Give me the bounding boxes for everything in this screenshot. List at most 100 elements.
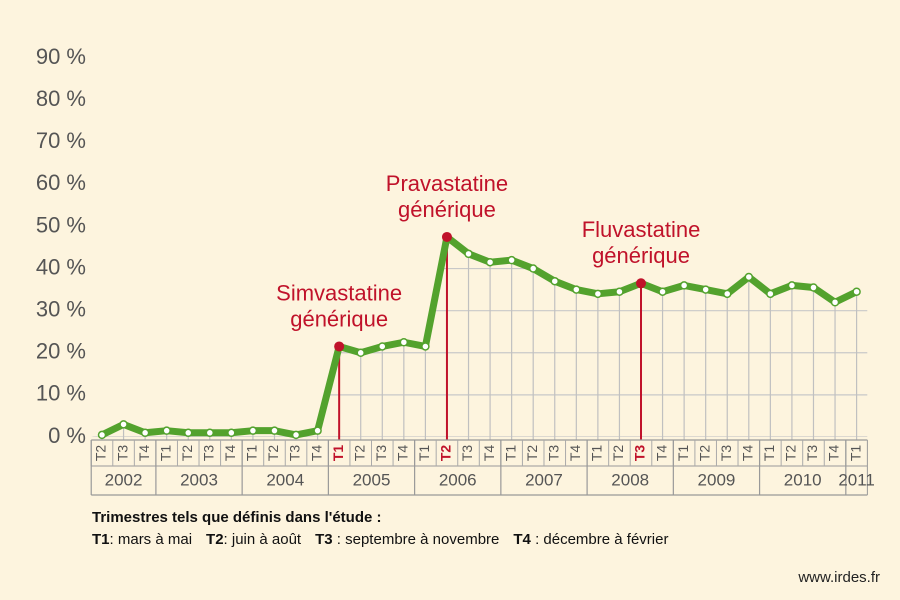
x-tick-label: T1 (330, 445, 346, 462)
point (679, 281, 689, 290)
x-tick-label: T2 (93, 445, 109, 462)
y-tick-label: 10 % (36, 381, 86, 406)
x-tick-label: T1 (502, 445, 518, 462)
notes-title: Trimestres tels que définis dans l'étude… (92, 509, 381, 526)
note-text: : septembre à novembre (333, 531, 500, 548)
y-tick-label: 80 % (36, 86, 86, 111)
y-tick-label: 0 % (48, 423, 86, 448)
point (421, 342, 430, 351)
point (744, 272, 754, 282)
x-tick-label: T4 (222, 445, 238, 462)
y-tick-label: 40 % (36, 254, 86, 279)
line (100, 233, 859, 439)
note-text: : juin à août (224, 531, 302, 548)
x-tick-label: T4 (395, 445, 411, 462)
point (766, 289, 775, 299)
point (356, 348, 365, 358)
note-text: : mars à mai (110, 531, 193, 548)
point (399, 338, 409, 347)
y-tick-label: 30 % (36, 296, 86, 321)
annotation: générique (592, 243, 690, 268)
point (378, 342, 387, 351)
x-tick-label: T1 (157, 445, 173, 462)
year-label: 2004 (266, 470, 304, 489)
x-tick-label: T2 (351, 445, 367, 462)
x-tick-label: T2 (179, 445, 195, 462)
point (313, 426, 322, 435)
point (852, 287, 861, 296)
point (183, 428, 193, 438)
x-tick-label: T4 (308, 445, 324, 462)
x-tick-label: T3 (545, 445, 561, 462)
y-tick-label: 70 % (36, 128, 86, 153)
point (701, 285, 710, 294)
highlight-point (334, 341, 345, 352)
highlight-point (636, 278, 646, 289)
y-tick-label: 90 % (36, 44, 86, 69)
note-key: T4 (513, 531, 531, 548)
year-label: 2009 (698, 470, 736, 489)
x-tick-label: T4 (481, 445, 497, 462)
note-key: T2 (206, 531, 224, 548)
highlight-point (441, 231, 452, 242)
x-tick-label: T3 (804, 445, 820, 462)
x-tick-label: T4 (136, 445, 152, 462)
annotation: générique (398, 197, 496, 222)
annotation: Simvastatine (276, 280, 402, 305)
x-tick-label: T1 (244, 445, 260, 462)
point (507, 255, 516, 265)
point (722, 289, 732, 299)
x-tick-label: T3 (718, 445, 734, 462)
x-tick-label: T2 (783, 445, 799, 462)
point (162, 426, 171, 435)
source: www.irdes.fr (797, 569, 880, 586)
point (248, 426, 258, 435)
x-tick-label: T2 (438, 445, 454, 462)
year-label: 2007 (525, 470, 563, 489)
note-key: T3 (315, 531, 333, 548)
notes-items: T1: mars à mai T2: juin à août T3 : septem… (92, 531, 668, 548)
annotation: générique (290, 306, 388, 331)
point (485, 257, 495, 267)
x-tick-label: T2 (696, 445, 712, 462)
x-tick-label: T2 (265, 445, 281, 462)
y-tick-label: 50 % (36, 212, 86, 237)
year-label: 2002 (105, 470, 143, 489)
point (119, 420, 128, 429)
point (291, 430, 301, 440)
x-tick-label: T3 (459, 445, 475, 462)
x-tick-label: T1 (416, 445, 432, 462)
x-tick-label: T4 (826, 445, 842, 462)
point (528, 264, 538, 273)
y-tick-label: 60 % (36, 170, 86, 195)
year-label: 2010 (784, 470, 822, 489)
point (227, 428, 236, 438)
point (270, 426, 279, 435)
x-tick-label: T3 (373, 445, 389, 462)
x-tick-label: T2 (524, 445, 540, 462)
x-tick-label: T3 (201, 445, 217, 462)
point (464, 249, 473, 259)
x-tick-label: T1 (675, 445, 691, 462)
year-label: 2011 (838, 470, 875, 489)
point (572, 285, 581, 294)
x-tick-label: T3 (287, 445, 303, 462)
x-tick-label: T3 (114, 445, 130, 462)
annotation: Fluvastatine (582, 217, 701, 242)
point (658, 287, 667, 296)
year-label: 2006 (439, 470, 477, 489)
x-tick-label: T4 (653, 445, 669, 462)
x-tick-label: T4 (567, 445, 583, 462)
x-tick-label: T3 (632, 445, 648, 462)
x-tick-label: T1 (589, 445, 605, 462)
point (140, 428, 150, 438)
annotation: Pravastatine (386, 171, 508, 196)
x-tick-label: T1 (847, 445, 863, 462)
year-label: 2005 (353, 470, 391, 489)
x-tick-label: T1 (761, 445, 777, 462)
point (205, 428, 215, 438)
point (593, 289, 603, 299)
point (787, 281, 797, 290)
point (550, 276, 560, 286)
